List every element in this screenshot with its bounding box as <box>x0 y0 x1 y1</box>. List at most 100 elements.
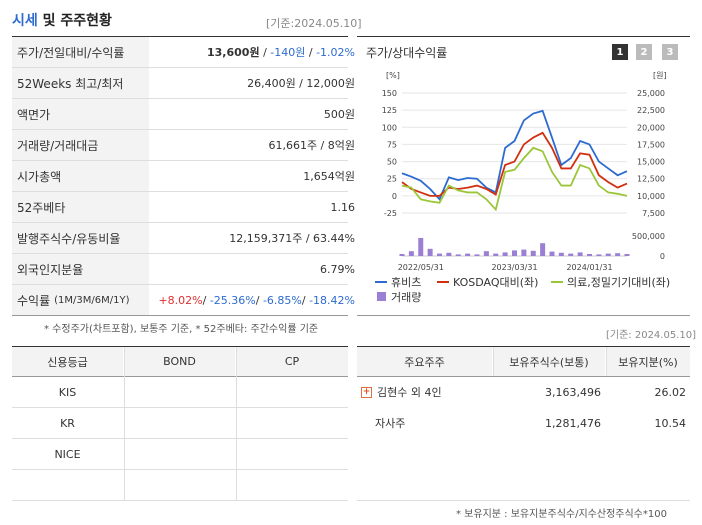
volume-axis-tick: 500,000 <box>632 232 665 241</box>
quote-value-text: 500원 <box>323 108 355 121</box>
reference-date: [기준:2024.05.10] <box>266 17 362 30</box>
quote-row-label-text: 52주베타 <box>17 200 66 215</box>
row-divider <box>12 253 348 254</box>
separator: / <box>259 45 271 59</box>
right-axis-tick: 7,500 <box>642 209 665 218</box>
title-rest: 및 주주현황 <box>37 13 112 29</box>
quote-row-value: 61,661주 / 8억원 <box>152 130 357 160</box>
volume-bar <box>446 252 452 256</box>
quote-value-text: 6.79% <box>320 262 355 276</box>
volume-bar <box>502 252 508 256</box>
left-axis-tick: 50 <box>387 158 397 167</box>
holder-shares: 3,163,496 <box>545 385 601 399</box>
quote-value-text: 26,400원 / 12,000원 <box>247 77 355 90</box>
left-axis-tick: 25 <box>387 175 397 184</box>
x-axis-tick: 2024/01/31 <box>566 263 612 272</box>
separator: / <box>255 293 263 307</box>
row-divider <box>12 284 348 285</box>
chart-tab-3[interactable]: 3 <box>662 44 678 60</box>
credit-agency <box>12 470 123 500</box>
volume-bar <box>587 254 592 256</box>
legend-kosdaq: KOSDAQ대비(좌) <box>453 276 538 289</box>
row-divider <box>12 407 348 408</box>
column-divider <box>236 347 237 501</box>
credit-table-top-border <box>12 346 348 347</box>
return-1m: +8.02% <box>158 293 203 307</box>
volume-bar <box>540 243 546 256</box>
volume-bar <box>549 251 555 256</box>
quote-row-label-text: 발행주식수/유동비율 <box>17 231 121 246</box>
row-divider <box>12 191 348 192</box>
quote-row-label-text: 시가총액 <box>17 169 62 184</box>
row-divider <box>12 222 348 223</box>
quote-row-label: 수익률 (1M/3M/6M/1Y) <box>12 285 149 315</box>
quote-row-label-text: 주가/전일대비/수익률 <box>17 45 125 60</box>
left-axis-tick: -25 <box>384 209 397 218</box>
separator: / <box>305 45 317 59</box>
volume-bar <box>605 253 611 256</box>
row-divider <box>12 98 348 99</box>
price-change-rate: -1.02% <box>316 45 355 59</box>
left-axis-unit: [%] <box>386 71 400 80</box>
quote-row-label: 발행주식수/유동비율 <box>12 223 149 253</box>
credit-header-0: 신용등급 <box>12 347 123 376</box>
holders-header-1: 보유주식수(보통) <box>493 347 605 376</box>
holders-bottom-border <box>357 500 690 501</box>
quote-value-text: 1,654억원 <box>303 170 355 183</box>
holders-table-top-border <box>357 346 690 347</box>
volume-bar <box>483 251 489 256</box>
volume-bar <box>568 253 574 256</box>
holder-shares: 1,281,476 <box>545 416 601 430</box>
row-divider <box>12 160 348 161</box>
quote-row-label-text: 수익률 <box>17 293 51 308</box>
credit-agency: KIS <box>58 385 77 399</box>
row-divider <box>12 438 348 439</box>
quote-table-top-border <box>12 36 348 37</box>
volume-bar <box>465 253 471 256</box>
series-line-1 <box>401 131 628 197</box>
quote-table: 주가/전일대비/수익률 13,600원 / -140원 / -1.02% 52Wee… <box>12 37 355 315</box>
quote-value-text: 61,661주 / 8억원 <box>268 139 355 152</box>
left-axis-tick: 75 <box>387 140 397 149</box>
separator: / <box>202 293 210 307</box>
quote-row-label-text: 거래량/거래대금 <box>17 138 99 153</box>
column-divider <box>606 347 607 376</box>
return-3m: -25.36% <box>209 293 256 307</box>
holder-name-cell[interactable]: + 김현수 외 4인 <box>361 377 491 407</box>
section-title: 시세 및 주주현황 <box>12 10 112 30</box>
right-axis-unit: [원] <box>653 71 667 80</box>
return-1y: -18.42% <box>309 293 355 307</box>
x-axis-tick: 2022/05/31 <box>398 263 444 272</box>
legend-stock: 휴비츠 <box>391 276 421 289</box>
expand-plus-icon[interactable]: + <box>361 386 372 398</box>
volume-bar <box>493 253 499 256</box>
series-line-0 <box>401 109 628 201</box>
volume-bar <box>455 254 461 256</box>
holders-header-0: 주요주주 <box>357 347 492 376</box>
column-divider <box>124 347 125 501</box>
chart-tab-2[interactable]: 2 <box>636 44 652 60</box>
right-axis-tick: 22,500 <box>637 106 665 115</box>
right-axis-tick: 25,000 <box>637 89 665 98</box>
holder-percent: 26.02 <box>654 385 687 399</box>
chart-panel-title: 주가/상대수익률 <box>366 46 448 60</box>
row-divider <box>12 129 348 130</box>
right-axis-tick: 17,500 <box>637 140 665 149</box>
quote-row-label: 52주베타 <box>12 192 149 222</box>
credit-agency: KR <box>60 416 75 430</box>
quote-row-label: 주가/전일대비/수익률 <box>12 37 149 67</box>
volume-bar <box>577 252 583 256</box>
quote-row-label: 52Weeks 최고/최저 <box>12 68 149 98</box>
quote-table-bottom-border <box>12 315 348 316</box>
chart-tab-1[interactable]: 1 <box>612 44 628 60</box>
quote-row-value: 13,600원 / -140원 / -1.02% <box>152 37 357 67</box>
x-axis-tick: 2023/03/31 <box>491 263 537 272</box>
credit-table: 신용등급 BOND CP KIS KR NICE <box>12 347 348 501</box>
quote-row-value: 6.79% <box>152 254 357 284</box>
quote-row-label: 시가총액 <box>12 161 149 191</box>
volume-bar <box>521 249 527 256</box>
right-axis-tick: 20,000 <box>637 123 665 132</box>
row-divider <box>12 500 348 501</box>
quote-row-label-text: 외국인지분율 <box>17 262 84 277</box>
title-highlight: 시세 <box>12 13 38 29</box>
